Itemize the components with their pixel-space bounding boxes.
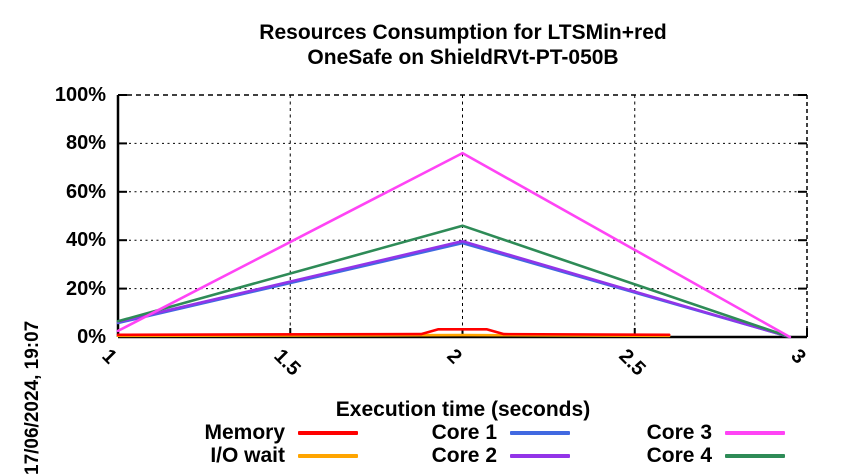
legend-line-sample: [725, 453, 785, 458]
series-line-core-1: [116, 241, 792, 339]
legend-label: I/O wait: [210, 443, 285, 467]
x-axis-label: Execution time (seconds): [335, 398, 591, 421]
chart-title-line1: Resources Consumption for LTSMin+red: [259, 21, 667, 44]
chart-title: Resources Consumption for LTSMin+red One…: [118, 20, 808, 70]
series-line-core-3: [116, 151, 792, 339]
legend-line-sample: [298, 430, 358, 435]
series-line-core-4: [116, 224, 792, 339]
y-tick-label: 20%: [65, 277, 106, 300]
legend-line-sample: [510, 430, 570, 435]
legend-entry-core-3: Core 3: [578, 421, 793, 444]
legend-entry-core-4: Core 4: [578, 444, 793, 467]
legend-label: Core 4: [646, 443, 712, 467]
legend-line-sample: [298, 453, 358, 458]
y-tick-label: 60%: [65, 180, 106, 203]
legend-entry-i-o-wait: I/O wait: [148, 444, 366, 467]
legend-entry-memory: Memory: [148, 421, 366, 444]
chart-title-line2: OneSafe on ShieldRVt-PT-050B: [307, 46, 619, 69]
legend-line-sample: [725, 430, 785, 435]
legend-label: Core 3: [646, 420, 712, 444]
series-line-core-2: [116, 239, 792, 339]
legend-label: Core 1: [431, 420, 497, 444]
y-tick-label: 100%: [54, 84, 106, 106]
series-line-memory: [116, 327, 671, 337]
chart-legend: Memory Core 1 Core 3 I/O wait Core 2 Core 4: [148, 421, 793, 467]
legend-line-sample: [510, 453, 570, 458]
y-tick-label: 40%: [65, 229, 106, 252]
y-tick-label: 80%: [65, 132, 106, 155]
legend-entry-core-2: Core 2: [366, 444, 578, 467]
y-tick-label: 0%: [77, 326, 106, 348]
legend-label: Core 2: [431, 443, 497, 467]
legend-label: Memory: [204, 420, 285, 444]
legend-entry-core-1: Core 1: [366, 421, 578, 444]
